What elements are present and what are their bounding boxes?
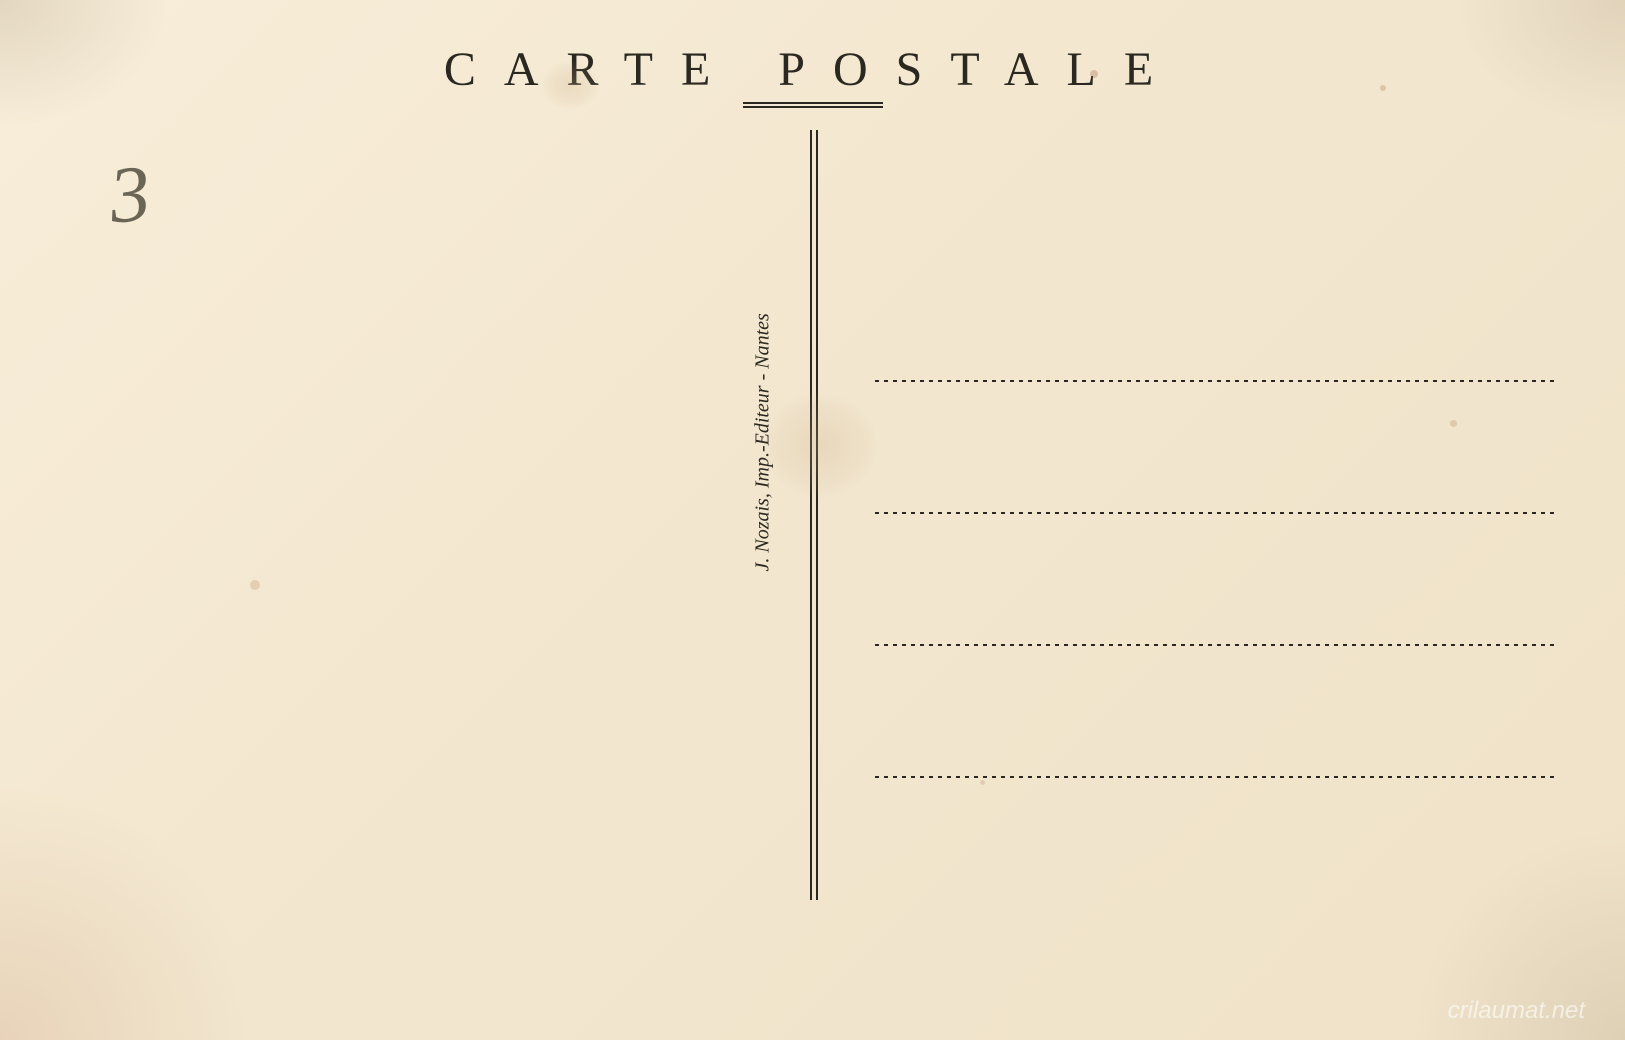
address-line-2 bbox=[875, 512, 1555, 514]
aging-corner-bl bbox=[0, 740, 300, 1040]
postcard-back: CARTE POSTALE J. Nozais, Imp.-Editeur - … bbox=[0, 0, 1625, 1040]
divider-line-right bbox=[816, 130, 818, 900]
paper-stain-1 bbox=[760, 390, 880, 500]
aging-corner-tl bbox=[0, 0, 200, 150]
center-divider bbox=[810, 130, 818, 900]
address-line-1 bbox=[875, 380, 1555, 382]
source-watermark: crilaumat.net bbox=[1448, 997, 1585, 1025]
paper-stain-2 bbox=[540, 60, 600, 110]
aging-spot-2 bbox=[1380, 85, 1386, 91]
address-line-4 bbox=[875, 776, 1555, 778]
aging-spot-3 bbox=[250, 580, 260, 590]
handwritten-number: 3 bbox=[106, 148, 154, 242]
title-underline bbox=[743, 102, 883, 108]
address-section bbox=[875, 380, 1555, 908]
divider-line-left bbox=[810, 130, 812, 900]
address-line-3 bbox=[875, 644, 1555, 646]
aging-corner-tr bbox=[1425, 0, 1625, 150]
